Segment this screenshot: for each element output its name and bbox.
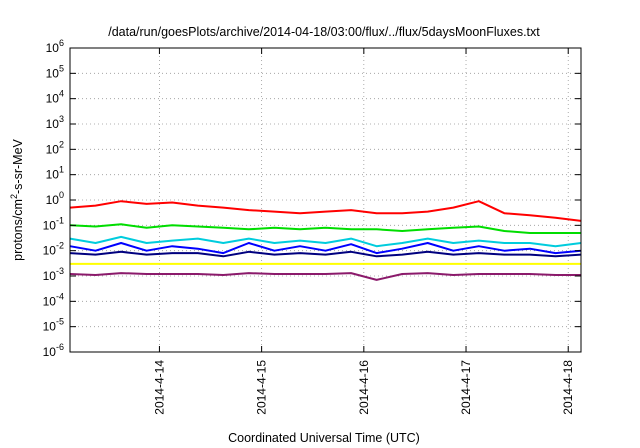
series-line-3 [69,235,582,248]
series-line-4 [69,242,582,255]
y-tick-label: 10-6 [43,342,64,359]
y-axis: 10-6 10-5 10-4 10-3 10-2 10-1 100 101 102 103 104 1… [43,38,581,359]
chart-title: /data/run/goesPlots/archive/2014-04-18/0… [108,25,540,39]
y-axis-label: protons/cm2-s-sr-MeV [9,138,25,260]
series-line-5 [69,250,582,258]
series-line-1 [69,200,582,222]
y-tick-label: 105 [46,63,64,80]
x-tick-label: 2014-4-15 [255,360,269,415]
y-tick-label: 101 [46,165,64,182]
y-tick-label: 10-3 [43,266,64,283]
y-tick-label: 104 [46,89,64,106]
x-tick-label: 2014-4-14 [152,360,166,415]
y-tick-label: 10-4 [43,291,64,308]
x-tick-label: 2014-4-16 [357,360,371,415]
series-line-2 [69,223,581,234]
y-tick-label: 10-5 [43,317,64,334]
grid-lines [70,47,581,353]
y-tick-label: 100 [46,190,64,207]
y-tick-label: 103 [46,114,64,131]
series-line-7 [69,272,581,281]
y-tick-label: 10-1 [43,215,64,232]
x-tick-label: 2014-4-17 [459,360,473,415]
series-lines [69,200,582,281]
y-tick-label: 106 [46,38,64,55]
x-axis: 2014-4-14 2014-4-15 2014-4-16 2014-4-17 2014… [152,48,575,415]
y-tick-label: 102 [46,139,64,156]
x-axis-label: Coordinated Universal Time (UTC) [228,431,420,445]
x-tick-label: 2014-4-18 [561,360,575,415]
y-tick-label: 10-2 [43,241,64,258]
